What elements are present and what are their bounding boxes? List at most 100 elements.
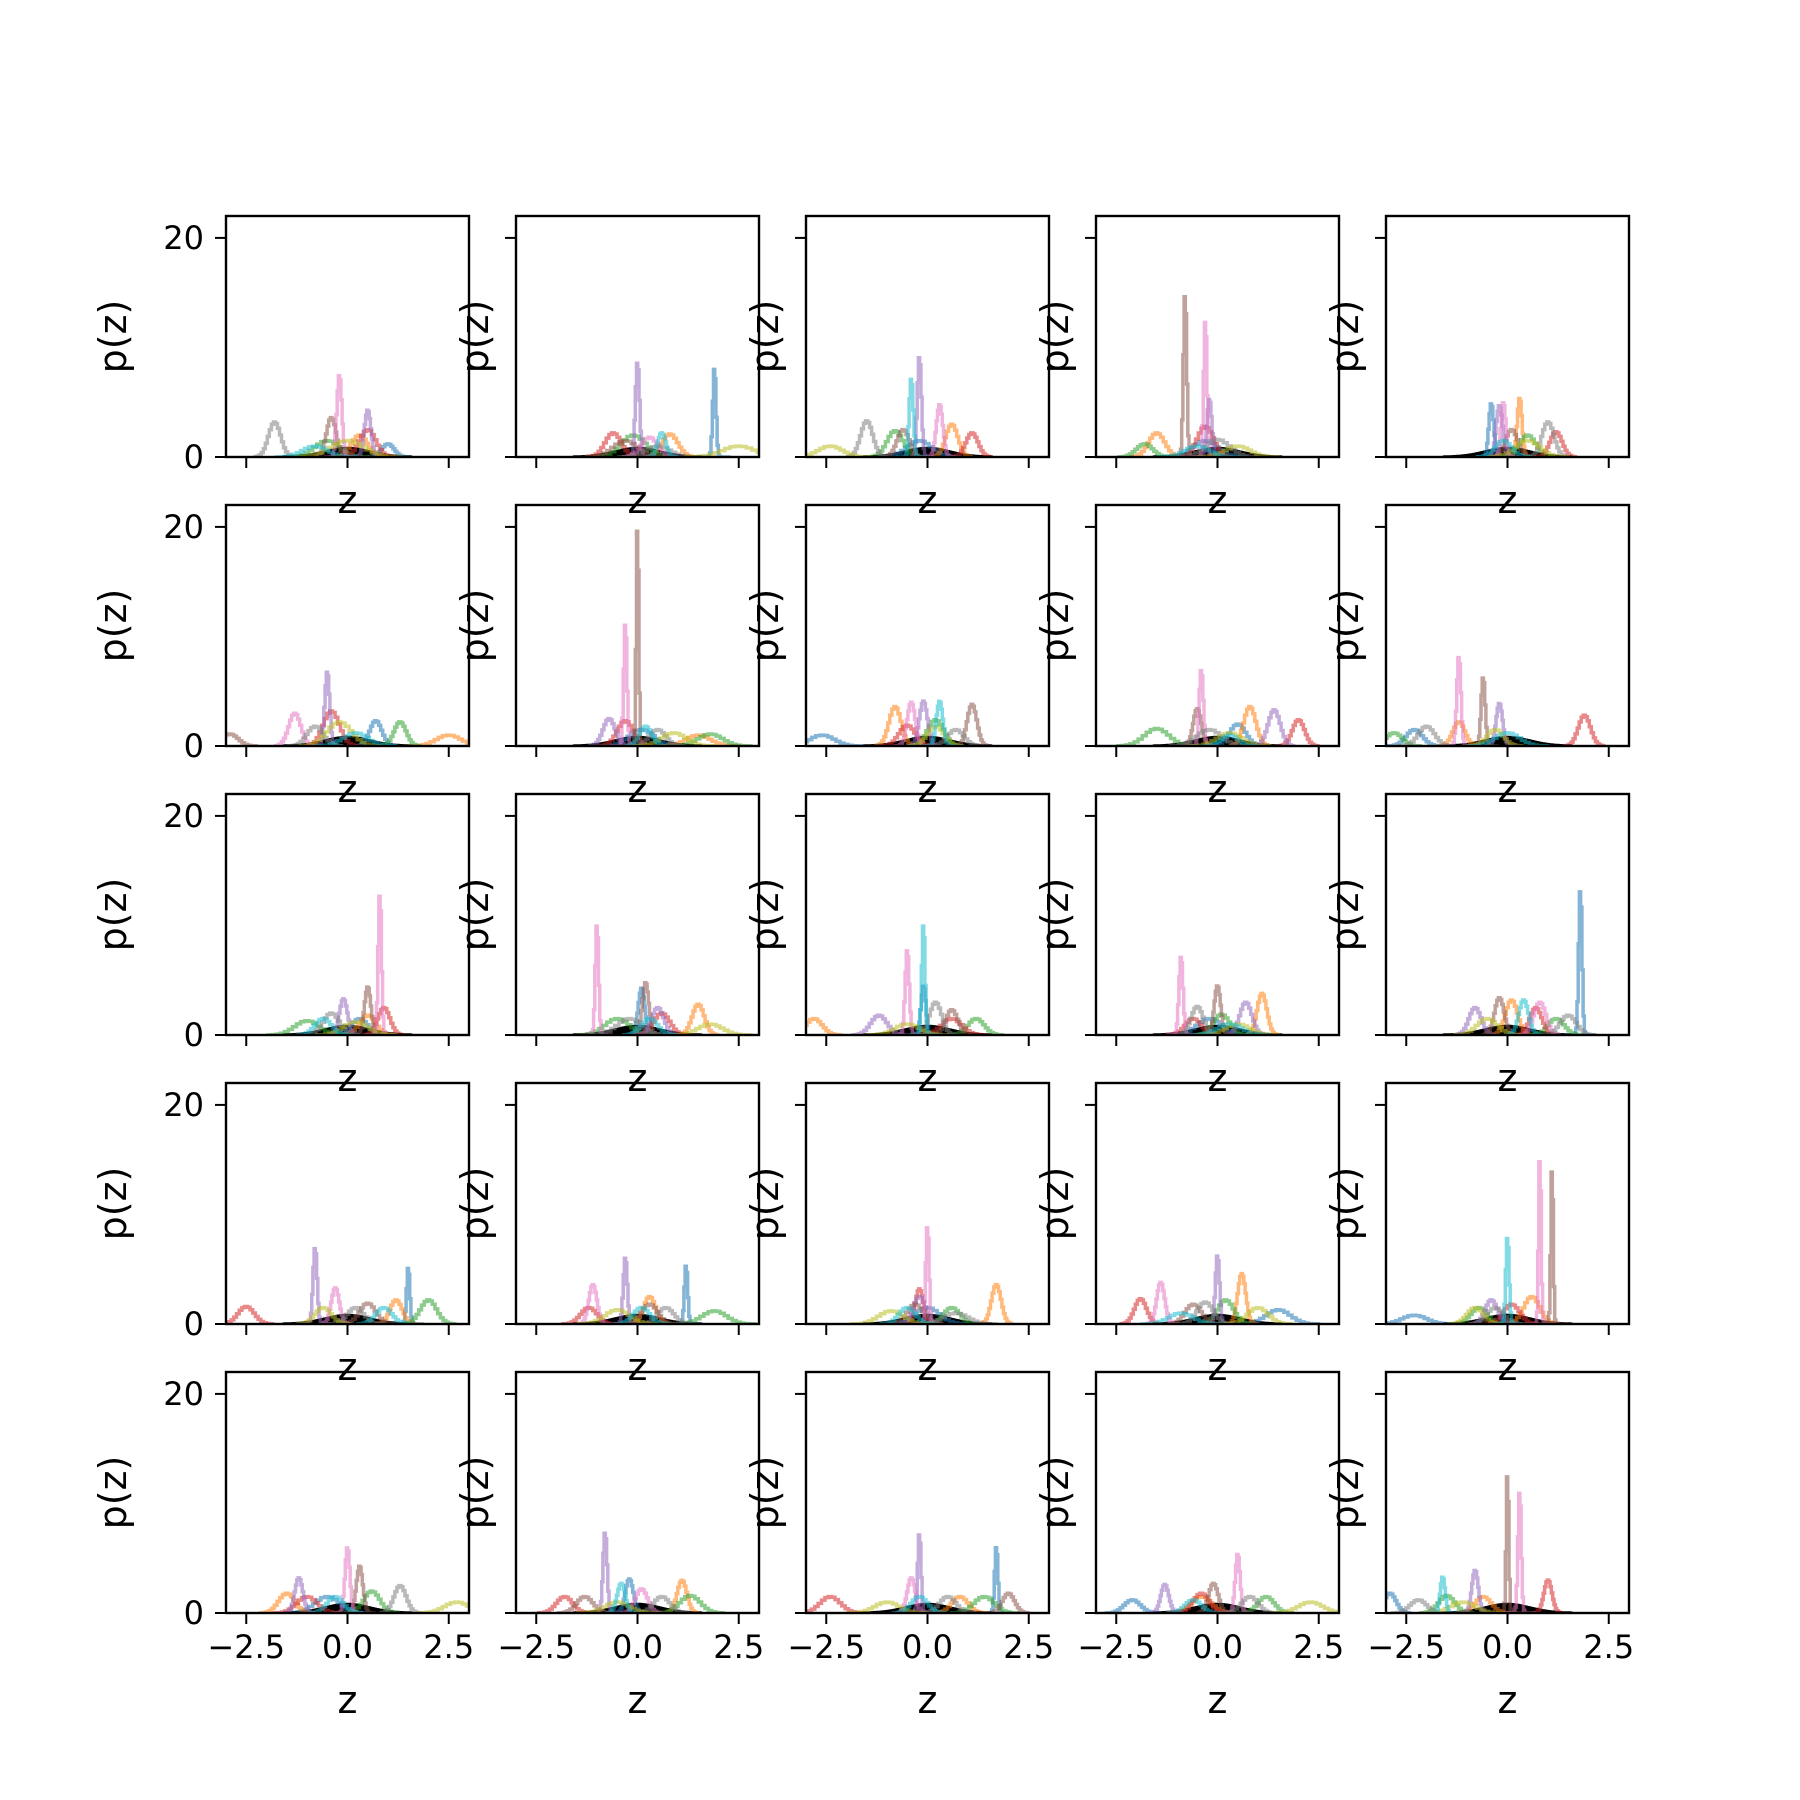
x-tick-label: 2.5 (423, 1628, 474, 1666)
panel-5-3: −2.5 0.0 2.5 z p(z) (743, 1370, 1054, 1722)
y-axis-label: p(z) (1323, 300, 1367, 374)
series-7-histogram (364, 894, 396, 1035)
y-axis-label: p(z) (1323, 878, 1367, 952)
x-tick-label: 2.5 (713, 1628, 764, 1666)
y-axis-label: p(z) (453, 300, 497, 374)
panel-2-5: p(z) (1323, 503, 1631, 757)
x-tick-label: −2.5 (1367, 1628, 1445, 1666)
series-1-histogram (698, 367, 731, 457)
panel-3-4: p(z) (1033, 792, 1341, 1046)
series-2-histogram (677, 1002, 720, 1035)
y-axis-label: p(z) (91, 878, 135, 952)
x-tick-label: 0.0 (322, 1628, 373, 1666)
panel-5-5: −2.5 0.0 2.5 z p(z) (1323, 1370, 1634, 1722)
y-axis-label: p(z) (743, 1456, 787, 1530)
y-tick-label: 20 (163, 1375, 204, 1413)
series-6-histogram (340, 1301, 396, 1324)
panel-3-1: 0 20 p(z) (91, 792, 471, 1054)
x-axis-label: z (1498, 1678, 1518, 1722)
panel-3-2: p(z) (453, 792, 761, 1046)
panel-5-1: −2.5 0.0 2.5 0 20 z p(z) (91, 1370, 474, 1722)
series-10-histogram (624, 724, 667, 746)
panel-2-1: 0 20 p(z) (91, 503, 471, 765)
x-axis-label: z (918, 1678, 938, 1722)
series-6-histogram (930, 1008, 973, 1035)
panel-2-4: p(z) (1033, 503, 1341, 757)
series-4-histogram (362, 1005, 406, 1035)
y-axis-label: p(z) (91, 1456, 135, 1530)
x-axis-label: z (1498, 1056, 1518, 1100)
series-1-histogram (670, 1264, 703, 1324)
x-axis-label: z (338, 1678, 358, 1722)
x-axis-label: z (1208, 1678, 1228, 1722)
x-axis-label: z (918, 1345, 938, 1389)
x-axis-label: z (1498, 1345, 1518, 1389)
series-7-histogram (1189, 320, 1222, 457)
series-1-histogram (392, 1266, 425, 1324)
series-9-histogram (298, 720, 382, 746)
series-7-histogram (1504, 1491, 1536, 1613)
series-7-histogram (609, 623, 642, 746)
y-axis-label: p(z) (1033, 1167, 1077, 1241)
y-axis-label: p(z) (1033, 589, 1077, 663)
y-axis-label: p(z) (453, 589, 497, 663)
x-axis-label: z (338, 1345, 358, 1389)
y-tick-label: 20 (163, 508, 204, 546)
panel-3-3: p(z) (743, 792, 1051, 1046)
x-axis-label: z (628, 478, 648, 522)
x-axis-label: z (338, 478, 358, 522)
series-5-histogram (903, 1533, 936, 1613)
panel-4-5: p(z) (1323, 1081, 1631, 1335)
series-10-histogram (907, 924, 940, 1035)
series-6-histogram (621, 529, 654, 746)
y-axis-label: p(z) (1323, 1167, 1367, 1241)
y-tick-label: 20 (163, 219, 204, 257)
series-4-histogram (1534, 430, 1578, 457)
series-2-histogram (873, 704, 917, 746)
x-tick-label: −2.5 (207, 1628, 285, 1666)
y-axis-label: p(z) (1033, 300, 1077, 374)
series-9-histogram (1270, 1600, 1339, 1613)
x-tick-label: 2.5 (1293, 1628, 1344, 1666)
y-axis-label: p(z) (743, 878, 787, 952)
x-tick-label: 0.0 (612, 1628, 663, 1666)
y-axis-label: p(z) (743, 1167, 787, 1241)
y-tick-label: 0 (184, 438, 204, 476)
series-2-histogram (408, 733, 469, 746)
series-10-histogram (1491, 1236, 1524, 1324)
y-axis-label: p(z) (453, 1456, 497, 1530)
x-tick-label: 2.5 (1003, 1628, 1054, 1666)
y-tick-label: 20 (163, 1086, 204, 1124)
series-7-histogram (1518, 1000, 1562, 1035)
panel-5-4: −2.5 0.0 2.5 z p(z) (1033, 1370, 1344, 1722)
x-axis-label: z (338, 1056, 358, 1100)
series-7-histogram (911, 1226, 944, 1324)
x-axis-label: z (628, 1056, 648, 1100)
series-8-histogram (1526, 420, 1570, 457)
x-tick-label: 0.0 (902, 1628, 953, 1666)
series-9-histogram (416, 1600, 469, 1613)
series-3-histogram (378, 720, 422, 746)
series-8-histogram (1398, 724, 1455, 746)
x-tick-label: −2.5 (1077, 1628, 1155, 1666)
y-tick-label: 0 (184, 727, 204, 765)
panel-1-2: p(z) (453, 214, 761, 468)
y-axis-label: p(z) (453, 878, 497, 952)
series-6-histogram (954, 702, 990, 746)
panel-3-5: p(z) (1323, 792, 1631, 1046)
x-axis-label: z (1498, 767, 1518, 811)
panel-2-2: p(z) (453, 503, 761, 757)
x-tick-label: −2.5 (787, 1628, 865, 1666)
panel-4-4: p(z) (1033, 1081, 1341, 1335)
x-tick-label: −2.5 (497, 1628, 575, 1666)
series-2-histogram (1228, 704, 1272, 746)
x-axis-label: z (338, 767, 358, 811)
panel-grid: z z z z z z z z z z z z z z z z z z z z 0 20 p(z) p(z) p(z) p(z) p… (91, 214, 1634, 1722)
x-axis-label: z (628, 1345, 648, 1389)
x-axis-label: z (1208, 478, 1228, 522)
panel-2-3: p(z) (743, 503, 1051, 757)
panel-1-4: p(z) (1033, 214, 1341, 468)
panel-4-1: 0 20 p(z) (91, 1081, 471, 1343)
series-6-histogram (987, 1591, 1030, 1613)
